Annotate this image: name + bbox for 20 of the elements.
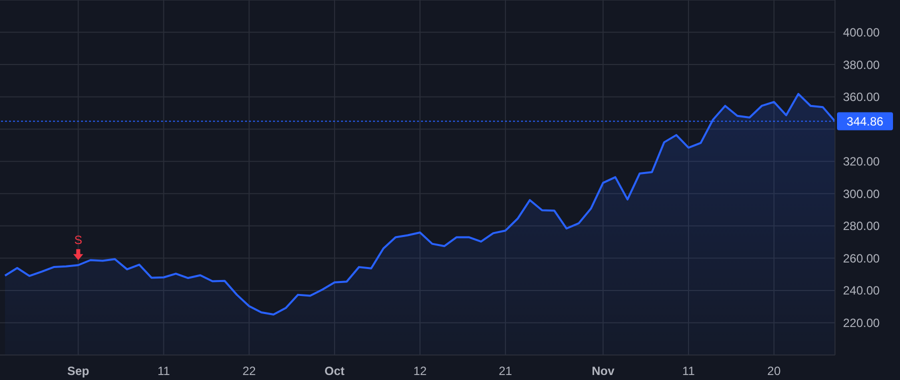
y-tick-label: 380.00 (843, 58, 880, 72)
x-tick-label: 12 (413, 364, 427, 378)
x-tick-label: Oct (324, 364, 345, 378)
y-tick-label: 300.00 (843, 186, 880, 201)
y-tick-label: 360.00 (843, 90, 880, 104)
y-tick-label: 220.00 (843, 316, 880, 330)
x-tick-label: 21 (498, 364, 512, 378)
x-tick-label: Nov (592, 364, 615, 378)
x-tick-label: 11 (682, 364, 696, 378)
y-tick-label: 400.00 (843, 26, 880, 40)
x-tick-label: 20 (767, 364, 781, 378)
ref-line-label: 344.86 (846, 114, 884, 129)
y-tick-label: 240.00 (843, 284, 880, 298)
x-tick-label: Sep (67, 364, 90, 378)
y-tick-label: 260.00 (843, 251, 880, 266)
x-tick-label: 22 (242, 364, 256, 378)
annotation: S (74, 233, 82, 248)
y-tick-label: 280.00 (843, 219, 880, 234)
x-tick-label: 11 (157, 364, 170, 378)
y-tick-label: 320.00 (843, 154, 880, 169)
